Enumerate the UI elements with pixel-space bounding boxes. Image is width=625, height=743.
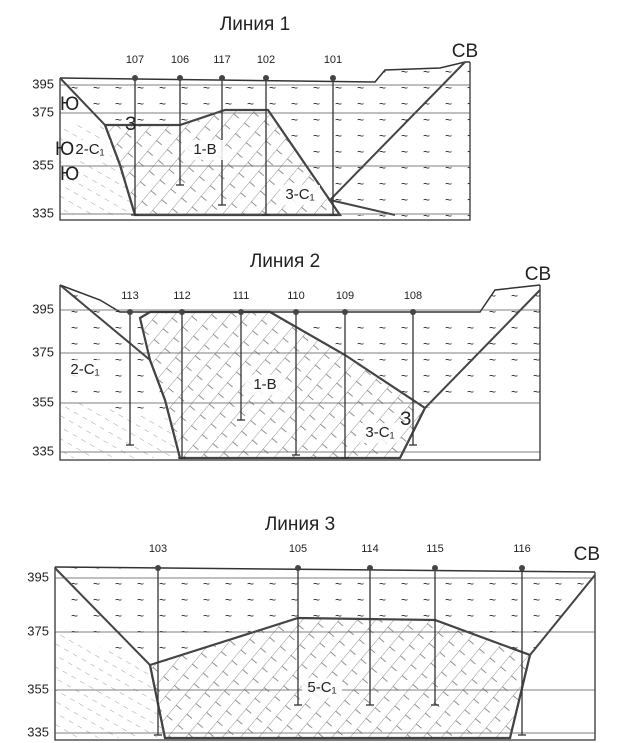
- borehole-label: 110: [287, 290, 305, 302]
- elevation-label: 375: [32, 104, 54, 119]
- elevation-label: 335: [27, 724, 49, 739]
- borehole-label: 103: [149, 543, 167, 555]
- borehole-label: 113: [121, 290, 139, 302]
- borehole-label: 112: [173, 290, 191, 302]
- borehole-label: 102: [257, 54, 275, 66]
- elevation-label: 355: [27, 681, 49, 696]
- borehole-head: [342, 309, 348, 315]
- borehole-label: 106: [171, 54, 189, 66]
- direction-right: СВ: [525, 264, 551, 285]
- borehole-label: 117: [213, 54, 231, 66]
- unit-label: 5-С₁: [307, 679, 336, 696]
- elevation-label: 335: [32, 443, 54, 458]
- borehole-head: [263, 75, 269, 81]
- borehole-head: [367, 565, 373, 571]
- elevation-label: 375: [27, 623, 49, 638]
- section-title: Линия 1: [220, 14, 290, 35]
- direction-right: СВ: [452, 41, 478, 62]
- borehole-head: [219, 75, 225, 81]
- borehole-head: [177, 75, 183, 81]
- borehole-head: [432, 565, 438, 571]
- borehole-label: 109: [336, 290, 354, 302]
- borehole-head: [238, 309, 244, 315]
- borehole-head: [295, 565, 301, 571]
- geologic-sections: ~ 3953753553351071061171021012-С₁1-В3-С₁…: [0, 0, 625, 743]
- borehole-label: 114: [361, 543, 379, 555]
- unit-label: 1-В: [193, 141, 216, 158]
- borehole-head: [293, 309, 299, 315]
- section-title: Линия 3: [265, 514, 335, 535]
- unit-label: 3-С₁: [285, 186, 314, 203]
- borehole-label: 115: [426, 543, 444, 555]
- borehole-label: 107: [126, 54, 144, 66]
- elevation-label: 395: [32, 76, 54, 91]
- borehole-head: [410, 309, 416, 315]
- borehole-head: [330, 75, 336, 81]
- borehole-label: 101: [324, 54, 342, 66]
- borehole-label: 111: [233, 290, 250, 302]
- borehole-head: [132, 75, 138, 81]
- elevation-label: 355: [32, 394, 54, 409]
- cross-section: 395 375 355 335 107 106 117 102 101 2-С₁ 1-В 3-С₁ Ли…: [32, 14, 478, 220]
- borehole-head: [179, 309, 185, 315]
- unit-label: 3-С₁: [365, 424, 394, 441]
- elevation-label: 395: [32, 301, 54, 316]
- unit-label: 2-С₁: [70, 361, 99, 378]
- borehole-label: 108: [404, 290, 422, 302]
- section-title: Линия 2: [250, 251, 320, 272]
- elevation-label: 335: [32, 205, 54, 220]
- direction-right: СВ: [574, 544, 600, 565]
- unit-label: 2-С₁: [75, 141, 104, 158]
- elevation-label: 355: [32, 157, 54, 172]
- elevation-label: 395: [27, 569, 49, 584]
- elevation-label: 375: [32, 344, 54, 359]
- unit-label: 1-В: [253, 376, 276, 393]
- borehole-label: 116: [513, 543, 531, 555]
- borehole-head: [127, 309, 133, 315]
- borehole-label: 105: [289, 543, 307, 555]
- borehole-head: [155, 565, 161, 571]
- borehole-head: [519, 565, 525, 571]
